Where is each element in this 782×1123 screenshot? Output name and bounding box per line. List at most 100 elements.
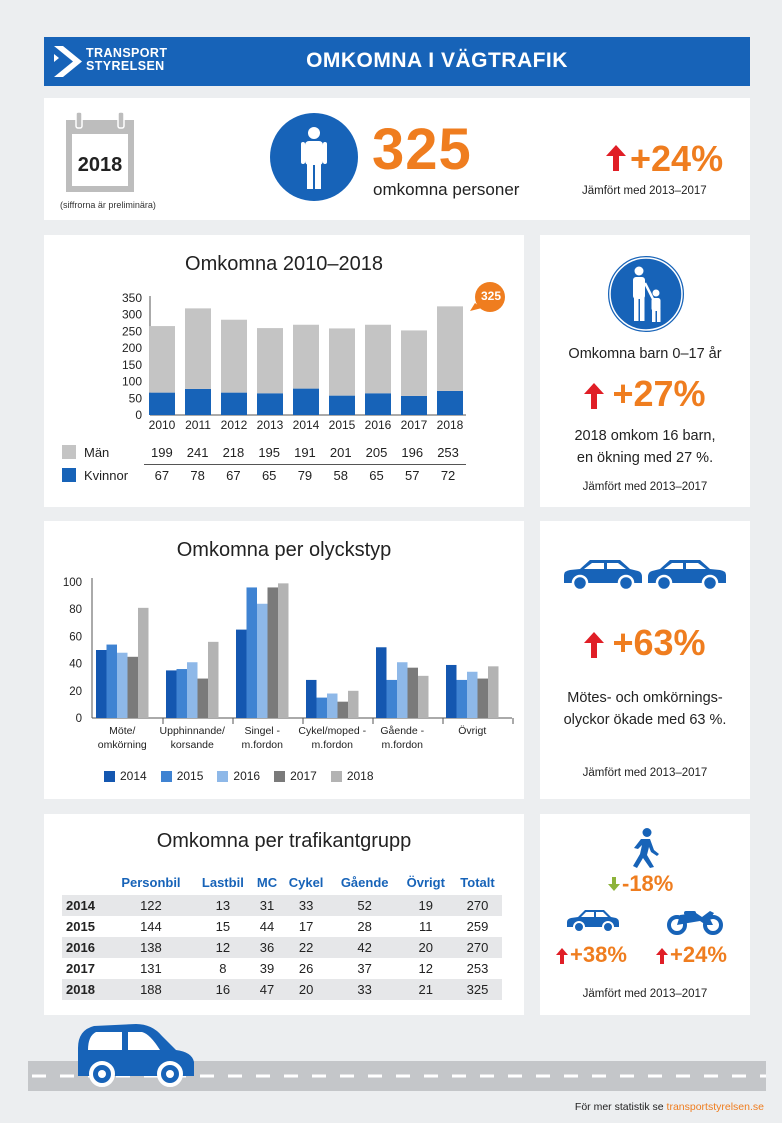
accident-type-title: Omkomna per olyckstyp [176, 539, 392, 561]
bar-women [293, 388, 319, 415]
footer-link[interactable]: transportstyrelsen.se [666, 1101, 764, 1113]
table-cell: 31 [259, 898, 275, 913]
table-cell: 44 [259, 919, 275, 934]
legend-item: 2018 [330, 769, 374, 783]
table-row: 2015 144 15 44 17 28 11 259 [62, 916, 502, 937]
accident-type-card: Omkomna per olyckstyp 0 20 40 60 80 100 Möte/o… [44, 521, 524, 799]
table-cell: 15 [215, 919, 231, 934]
legend-swatch [104, 770, 115, 782]
legend-item: 2015 [160, 769, 204, 783]
table-cell: 241 [179, 442, 216, 465]
column-header: Övrigt [406, 874, 445, 890]
table-cell: 195 [251, 442, 288, 465]
bar-2016 [187, 662, 198, 718]
yearly-value-table: 199 241 218 195 191 201 205 196 253 67 78 67 65 79 58… [144, 442, 466, 486]
walking-person-icon [633, 828, 659, 868]
table-cell: 201 [322, 442, 359, 465]
bar-2015 [246, 587, 257, 718]
table-cell: 13 [215, 898, 231, 913]
road-user-card: Omkomna per trafikantgrupp Personbil Last… [44, 814, 524, 1015]
y-tick-label: 300 [122, 308, 142, 322]
children-change: +27% [612, 373, 706, 414]
table-cell: 253 [430, 442, 466, 465]
bar-women [185, 388, 211, 415]
table-cell: 188 [140, 982, 162, 997]
road-user-table: Personbil Lastbil MC Cykel Gående Övrigt Total… [62, 869, 502, 1000]
x-tick-label: Övrigt [458, 725, 486, 737]
table-cell: 21 [418, 982, 434, 997]
y-tick-label: 150 [122, 358, 142, 372]
children-text-2: en ökning med 27 %. [576, 450, 714, 466]
legend-swatch [330, 770, 342, 782]
legend-item: 2016 [217, 769, 260, 783]
bar-2018 [418, 675, 429, 718]
x-tick-label: 2011 [185, 418, 211, 432]
footer: För mer statistik se transportstyrelsen.… [575, 1101, 764, 1113]
table-row-men: 199 241 218 195 191 201 205 196 253 [144, 442, 466, 465]
row-year: 2018 [66, 982, 95, 997]
header-banner: TRANSPORT STYRELSEN OMKOMNA I VÄGTRAFIK [44, 37, 750, 86]
bar-2015 [316, 697, 327, 718]
table-cell: 42 [357, 940, 372, 955]
bar-2016 [117, 652, 128, 718]
children-title: Omkomna barn 0–17 år [568, 346, 722, 362]
x-tick-label: 2015 [329, 418, 356, 432]
bar-2015 [106, 644, 117, 718]
summary-compare: Jämfört med 2013–2017 [582, 185, 707, 197]
y-tick-label: 50 [129, 391, 143, 405]
summary-change: +24% [630, 138, 724, 179]
table-cell: 79 [297, 467, 313, 483]
table-cell: 8 [219, 961, 227, 976]
bar-men [365, 324, 391, 394]
bar-2016 [467, 671, 478, 718]
y-tick-label: 40 [69, 659, 82, 671]
legend-label: 2015 [176, 769, 204, 783]
bar-2018 [278, 583, 289, 718]
bar-2018 [488, 666, 499, 718]
y-tick-label: 60 [69, 631, 82, 643]
y-tick-label: 200 [122, 341, 142, 355]
legend-swatch [160, 770, 172, 782]
table-cell: 17 [298, 919, 314, 934]
table-cell: 196 [394, 442, 431, 465]
bar-women [365, 393, 391, 415]
row-label-men: Män [84, 445, 110, 460]
bar-2017 [477, 678, 488, 718]
table-cell: 131 [140, 961, 162, 976]
table-cell: 65 [261, 467, 277, 483]
column-header: Personbil [121, 874, 181, 890]
bar-men [149, 326, 175, 393]
bar-2017 [197, 678, 208, 718]
up-arrow-icon [606, 145, 626, 171]
table-cell: 191 [287, 442, 323, 465]
legend-swatch-men [62, 445, 76, 459]
bar-men [329, 328, 355, 396]
table-cell: 122 [140, 898, 162, 913]
car-change: +38% [570, 942, 627, 967]
x-tick-label: Upphinnande/ [160, 725, 225, 737]
table-cell: 78 [190, 467, 205, 483]
up-arrow-icon [556, 948, 568, 964]
x-tick-label: Gående - [380, 725, 424, 737]
legend-item: 2014 [104, 769, 147, 783]
table-cell: 259 [466, 919, 489, 934]
bar-2014 [446, 664, 457, 718]
up-arrow-icon [584, 632, 604, 658]
logo-line-2: STYRELSEN [86, 59, 165, 73]
bar-2014 [306, 679, 317, 718]
bar-men [185, 308, 211, 389]
x-tick-label: 2018 [437, 418, 464, 432]
motorcycle-icon [667, 911, 723, 935]
table-cell: 205 [358, 442, 395, 465]
legend-swatch-women [62, 468, 76, 482]
x-tick-label: m.fordon [382, 739, 424, 751]
bar-2015 [456, 679, 467, 718]
table-header-row: Personbil Lastbil MC Cykel Gående Övrigt Total… [62, 869, 502, 895]
car-illustration-icon [78, 1024, 194, 1087]
table-cell: 26 [298, 961, 314, 976]
x-tick-label: m.fordon [312, 739, 354, 751]
accident-type-legend: 2014 2015 2016 2017 2018 [104, 769, 374, 783]
person-icon [270, 113, 358, 201]
y-tick-label: 250 [122, 324, 142, 338]
table-cell: 72 [440, 467, 456, 483]
